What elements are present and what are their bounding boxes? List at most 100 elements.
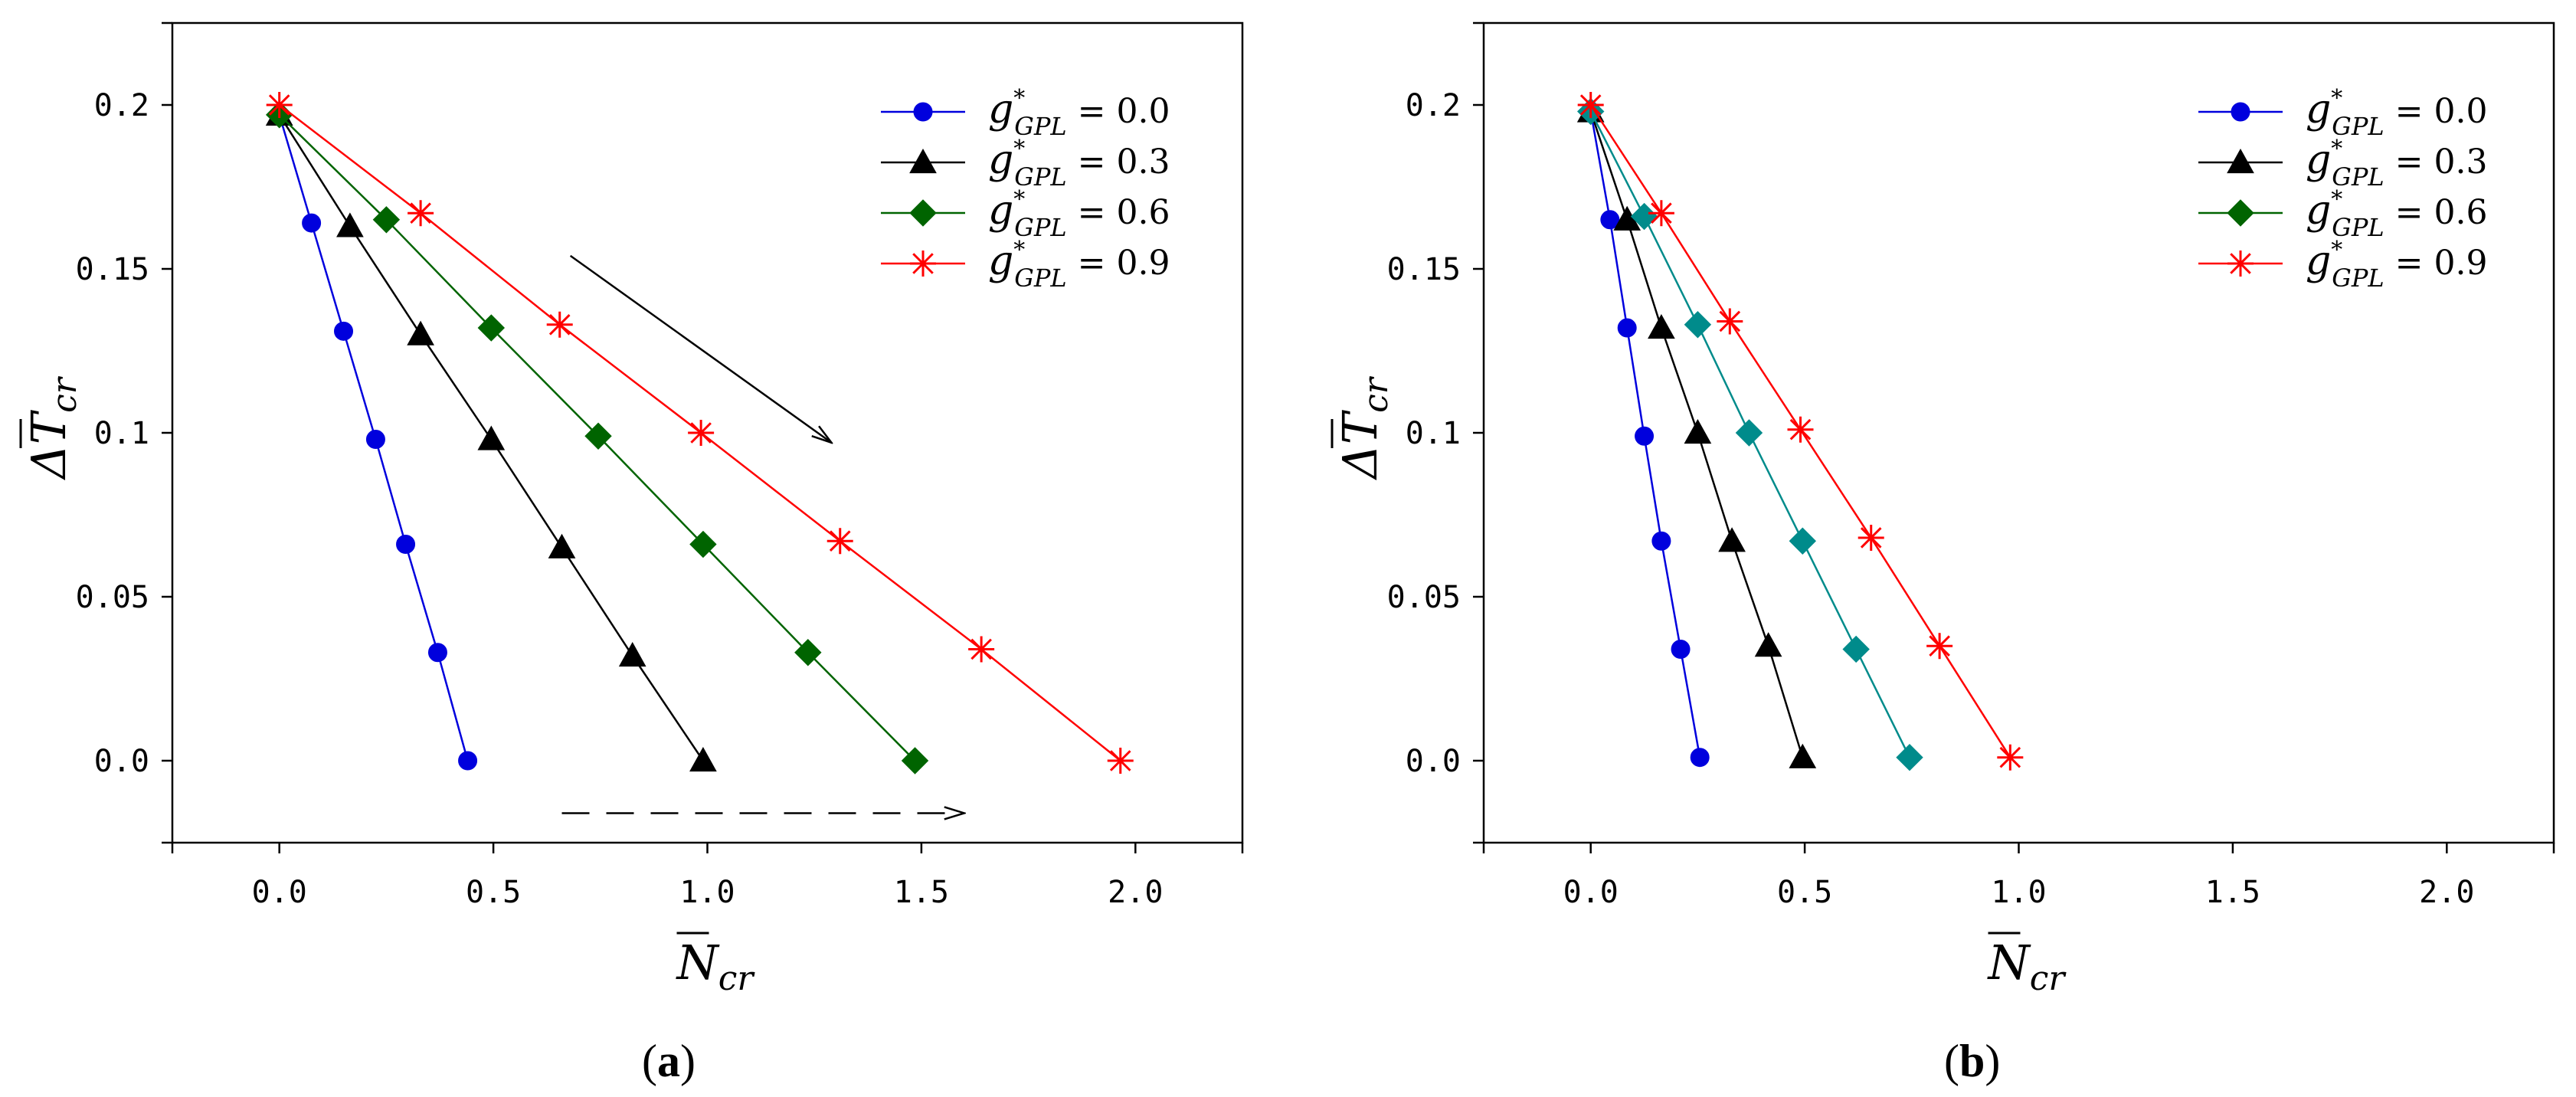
panel-a-legend-entry-2: g* GPL = 0.6 <box>881 186 1170 242</box>
panel-a-y-tick-label: 0.05 <box>76 580 149 615</box>
panel-b-legend-marker-1 <box>2227 148 2254 174</box>
panel-a-series-2-point <box>901 747 929 774</box>
panel-b-series-3-point <box>1648 200 1674 227</box>
panel-b-x-tick-label: 1.5 <box>2205 875 2260 910</box>
panel-b-x-tick-label: 0.0 <box>1563 875 1619 910</box>
panel-b-series-1-point <box>1789 743 1817 768</box>
panel-a-legend-marker-3 <box>910 251 936 277</box>
panel-a-legend-entry-3: g* GPL = 0.9 <box>881 237 1170 293</box>
panel-b-series-2-point <box>1684 311 1712 339</box>
panel-a-x-tick-label: 0.0 <box>252 875 307 910</box>
panel-a-series-1 <box>265 100 717 772</box>
panel-b-series-3 <box>1577 92 2024 771</box>
panel-a-series-0-point <box>334 321 354 341</box>
panel-b-series-2-point <box>1842 635 1870 663</box>
panel-a-series-0-point <box>458 751 478 771</box>
panel-b-series-3-point <box>1717 308 1743 335</box>
panel-b-chart: 0.0 0.5 1.0 1.5 2.0 0.0 0.05 0.1 0.15 0.2 Ncr ΔTcr g… <box>1331 21 2555 1086</box>
panel-a-series-2-point <box>689 530 717 558</box>
panel-b-series-3-point <box>1926 633 1953 660</box>
panel-a-series-1-point <box>689 746 717 772</box>
panel-b-y-axis-title: ΔTcr <box>1331 375 1396 480</box>
panel-a-x-axis-title: Ncr <box>676 935 756 998</box>
panel-a-series-3-point <box>688 420 715 446</box>
panel-b-y-tick-label: 0.05 <box>1387 580 1461 615</box>
panel-b-legend-label-1: g* GPL = 0.3 <box>2306 136 2487 192</box>
panel-a-series-2-point <box>584 422 612 450</box>
svg-text:ΔTcr: ΔTcr <box>21 375 84 480</box>
panel-a-series-2 <box>265 101 929 774</box>
panel-a-series-0-point <box>302 213 322 233</box>
panel-a-legend-marker-2 <box>909 199 937 227</box>
panel-b-y-tick-label: 0.15 <box>1387 252 1461 287</box>
panel-b-legend-entry-2: g* GPL = 0.6 <box>2198 186 2487 242</box>
panel-b-series-0-point <box>1651 531 1671 551</box>
panel-a-x-tick-label: 0.5 <box>466 875 521 910</box>
panel-a-y-tick-label: 0.2 <box>94 88 149 123</box>
panel-b-x-tick-label: 0.5 <box>1777 875 1832 910</box>
panel-b-series-3-point <box>1577 92 1604 118</box>
panel-a-series-3-point <box>408 200 434 227</box>
panel-b-legend-label-0: g* GPL = 0.0 <box>2306 85 2487 141</box>
panel-b-x-tick-label: 2.0 <box>2419 875 2474 910</box>
panel-a-series-0 <box>270 105 478 771</box>
panel-b-legend-label-3: g* GPL = 0.9 <box>2306 237 2487 293</box>
panel-a-legend-entry-0: g* GPL = 0.0 <box>881 85 1170 141</box>
panel-a-series-0-point <box>396 535 416 555</box>
panel-b-legend-label-2: g* GPL = 0.6 <box>2306 186 2487 242</box>
panel-b-legend-entry-3: g* GPL = 0.9 <box>2198 237 2487 293</box>
panel-a-x-tick-label: 1.5 <box>894 875 949 910</box>
panel-a-series-1-point <box>336 212 364 237</box>
panel-a-series-2-point <box>372 206 401 234</box>
panel-b-legend-marker-3 <box>2227 251 2254 277</box>
panel-a-series-1-point <box>477 425 506 450</box>
panel-b-series-2 <box>1576 97 1923 771</box>
panel-a-chart: 0.0 0.5 1.0 1.5 2.0 0.0 0.05 0.1 0.15 0.2 Ncr ΔTcr g… <box>19 21 1244 1086</box>
panel-a-series-3-point <box>546 311 573 338</box>
panel-b-series-0 <box>1581 102 1710 768</box>
panel-b-label: (b) <box>1944 1036 2000 1086</box>
panel-a-legend-label-2: g* GPL = 0.6 <box>988 186 1170 242</box>
panel-b-x-tick-label: 1.0 <box>1991 875 2046 910</box>
panel-a-series-3-point <box>826 528 853 555</box>
panel-b-series-0-point <box>1690 748 1710 768</box>
panel-b-series-3-point <box>1858 524 1884 551</box>
panel-b-x-axis-title: Ncr <box>1987 935 2067 998</box>
panel-a-series-2-point <box>477 314 506 342</box>
panel-b-series-3-point <box>1997 744 2024 771</box>
svg-text:ΔTcr: ΔTcr <box>1332 375 1396 480</box>
panel-a-series-3-point <box>266 92 293 118</box>
panel-a-legend-entry-1: g* GPL = 0.3 <box>881 136 1170 192</box>
panel-b-y-tick-label: 0.0 <box>1406 744 1461 779</box>
panel-a-label: (a) <box>642 1036 696 1086</box>
panel-a-y-tick-label: 0.15 <box>76 252 149 287</box>
panel-b-series-1-point <box>1754 632 1782 657</box>
panel-b-series-1-point <box>1718 527 1746 552</box>
panel-a-series-2-point <box>794 639 822 666</box>
panel-a-legend-label-1: g* GPL = 0.3 <box>988 136 1170 192</box>
panel-b-series-3-point <box>1787 416 1814 443</box>
panel-a-legend-marker-1 <box>909 148 937 174</box>
panel-a-series-1-point <box>548 533 576 558</box>
panel-b-y-tick-label: 0.1 <box>1406 416 1461 451</box>
panel-a-series-3 <box>266 92 1134 774</box>
panel-a-legend-label-0: g* GPL = 0.0 <box>988 85 1170 141</box>
panel-a-x-tick-label: 1.0 <box>679 875 735 910</box>
panel-a-series-3-point <box>968 636 995 663</box>
panel-b-legend-marker-0 <box>2231 102 2250 122</box>
panel-b-series-2-point <box>1896 744 1923 771</box>
panel-a-series-3-point <box>1107 748 1134 774</box>
panel-b-series-1-point <box>1684 418 1712 444</box>
panel-b-legend-marker-2 <box>2227 199 2254 227</box>
panel-a-x-tick-label: 2.0 <box>1108 875 1163 910</box>
panel-b-series-2-point <box>1735 419 1763 447</box>
panel-b-series-0-point <box>1600 210 1620 230</box>
panel-b-legend-entry-1: g* GPL = 0.3 <box>2198 136 2487 192</box>
panel-a-solid-arrow <box>569 254 832 443</box>
panel-a-legend-label-3: g* GPL = 0.9 <box>988 237 1170 293</box>
panel-a-series-0-point <box>365 430 385 450</box>
panel-a-y-tick-label: 0.0 <box>94 744 149 779</box>
panel-a-series-1-point <box>407 320 434 345</box>
panel-b-series-1 <box>1576 97 1817 768</box>
